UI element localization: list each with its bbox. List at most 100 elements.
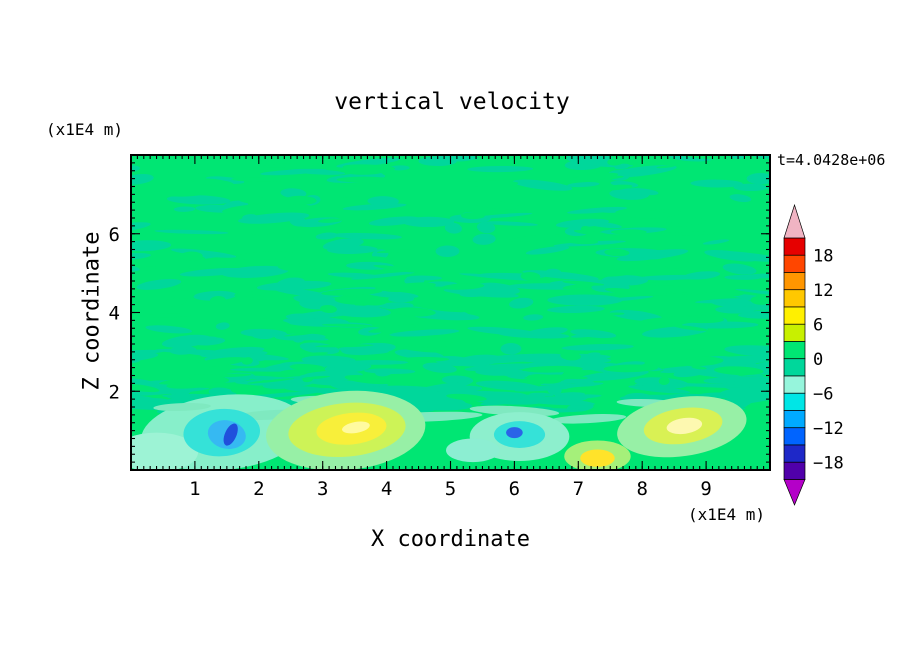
colorbar-label: −6: [813, 384, 833, 404]
contour-blob: [562, 283, 595, 290]
contour-blob: [327, 272, 380, 279]
contour-blob: [642, 381, 695, 387]
contour-blob: [567, 182, 600, 188]
contour-blob: [604, 287, 641, 295]
contour-blob: [153, 402, 211, 412]
contour-blob: [571, 172, 619, 182]
contour-blob: [735, 288, 770, 298]
contour-blob: [673, 325, 709, 331]
contour-blob: [722, 263, 757, 275]
contour-blob: [338, 139, 415, 151]
contour-blob: [669, 285, 685, 294]
x-tick-label: 5: [445, 478, 456, 500]
contour-blob: [287, 229, 307, 238]
contour-blob: [373, 265, 425, 273]
contour-blob: [191, 178, 234, 187]
contour-blob: [276, 277, 305, 289]
colorbar-segment: [783, 323, 806, 342]
contour-blob: [675, 356, 724, 367]
x-tick-label: 1: [189, 478, 200, 500]
contour-blob: [302, 377, 313, 383]
colorbar-segment: [783, 272, 806, 291]
contour-blob: [238, 212, 310, 224]
contour-blob: [580, 226, 592, 233]
contour-blob: [569, 140, 613, 148]
contour-blob: [399, 356, 450, 362]
colorbar-segment: [783, 375, 806, 394]
contour-blob: [336, 176, 392, 183]
contour-blob: [724, 345, 770, 357]
contour-blob: [383, 282, 436, 293]
contour-field: [131, 134, 770, 470]
contour-blob: [462, 180, 519, 187]
contour-blob: [169, 290, 195, 299]
contour-blob: [173, 241, 204, 248]
contour-blob: [389, 329, 460, 337]
contour-blob: [498, 331, 570, 339]
contour-blob: [223, 423, 238, 446]
contour-blob: [234, 290, 289, 300]
contour-blob: [342, 421, 370, 434]
contour-blob: [277, 369, 308, 377]
contour-blob: [418, 156, 457, 167]
contour-blob: [166, 195, 231, 205]
contour-blob: [486, 362, 575, 370]
contour-blob: [154, 229, 229, 235]
x-axis-unit-label: (x1E4 m): [688, 505, 766, 524]
contour-blob: [476, 221, 496, 234]
contour-blob: [627, 188, 659, 196]
contour-blob: [388, 295, 415, 303]
contour-blob: [289, 168, 346, 175]
contour-blob: [459, 273, 534, 281]
contour-blob: [412, 302, 469, 313]
contour-blob: [131, 174, 154, 185]
contour-blob: [684, 290, 746, 301]
contour-blob: [522, 270, 599, 281]
colorbar-segment: [783, 358, 806, 377]
contour-blob: [580, 449, 615, 467]
contour-blob: [344, 375, 392, 385]
contour-blob: [131, 315, 140, 321]
contour-blob: [398, 339, 459, 347]
contour-blob: [145, 313, 193, 318]
contour-blob: [548, 134, 559, 139]
contour-blob: [361, 298, 388, 306]
colorbar-label: −12: [813, 419, 844, 439]
colorbar-segment: [783, 444, 806, 463]
contour-blob: [318, 218, 343, 223]
contour-blob: [604, 248, 630, 257]
contour-blob: [525, 246, 570, 255]
contour-blob: [241, 357, 253, 365]
contour-blob: [500, 343, 522, 355]
contour-blob: [184, 263, 239, 269]
contour-blob: [691, 365, 707, 370]
contour-blob: [285, 195, 317, 205]
plot-frame: [130, 154, 771, 471]
contour-blob: [187, 355, 200, 360]
contour-blob: [658, 377, 670, 386]
contour-blob: [562, 280, 605, 286]
contour-blob: [353, 210, 376, 220]
contour-blob: [298, 370, 363, 383]
x-tick-label: 7: [573, 478, 584, 500]
contour-blob: [324, 360, 363, 369]
contour-blob: [315, 232, 338, 240]
colorbar-label: 6: [813, 315, 823, 335]
contour-blob: [145, 325, 193, 334]
contour-blob: [425, 398, 466, 410]
contour-blob: [339, 190, 374, 198]
contour-blob: [472, 233, 496, 245]
chart-title: vertical velocity: [334, 89, 570, 115]
contour-blob: [702, 239, 730, 245]
contour-blob: [715, 305, 756, 314]
contour-blob: [221, 265, 289, 278]
contour-blob: [320, 304, 337, 314]
contour-blob: [441, 283, 485, 290]
x-tick-label: 4: [381, 478, 392, 500]
x-tick-label: 3: [317, 478, 328, 500]
contour-blob: [563, 378, 595, 384]
contour-blob: [386, 139, 455, 156]
